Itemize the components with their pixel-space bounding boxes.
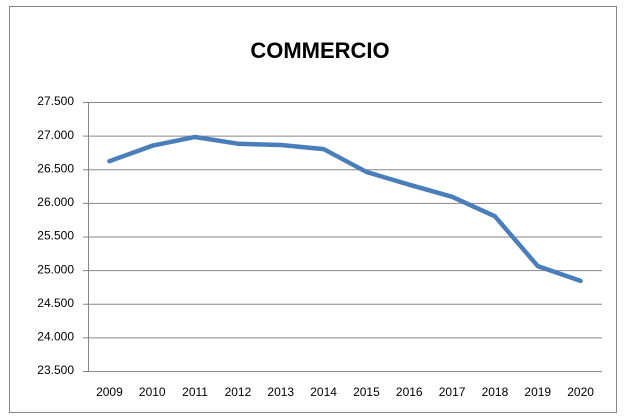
y-tick-label: 26.000 xyxy=(37,195,74,209)
x-tick-label: 2017 xyxy=(439,385,466,399)
y-tick-label: 24.500 xyxy=(37,296,74,310)
x-tick-label: 2010 xyxy=(139,385,166,399)
chart-title: COMMERCIO xyxy=(250,38,389,63)
y-tick-label: 25.000 xyxy=(37,262,74,276)
x-tick-label: 2013 xyxy=(267,385,294,399)
x-tick-label: 2009 xyxy=(96,385,123,399)
x-tick-label: 2011 xyxy=(182,385,208,399)
y-tick-label: 24.000 xyxy=(37,330,74,344)
y-tick-label: 25.500 xyxy=(37,229,74,243)
line-series xyxy=(107,134,583,284)
x-tick-label: 2014 xyxy=(310,385,337,399)
x-tick-label: 2019 xyxy=(524,385,551,399)
x-tick-label: 2012 xyxy=(225,385,252,399)
x-tick-label: 2020 xyxy=(567,385,594,399)
x-tick-label: 2018 xyxy=(482,385,509,399)
y-tick-label: 23.500 xyxy=(37,363,74,377)
y-tick-label: 27.000 xyxy=(37,128,74,142)
y-tick-label: 27.500 xyxy=(37,94,74,108)
chart-border xyxy=(9,6,617,413)
y-tick-label: 26.500 xyxy=(37,161,74,175)
x-tick-label: 2015 xyxy=(353,385,380,399)
x-tick-label: 2016 xyxy=(396,385,423,399)
